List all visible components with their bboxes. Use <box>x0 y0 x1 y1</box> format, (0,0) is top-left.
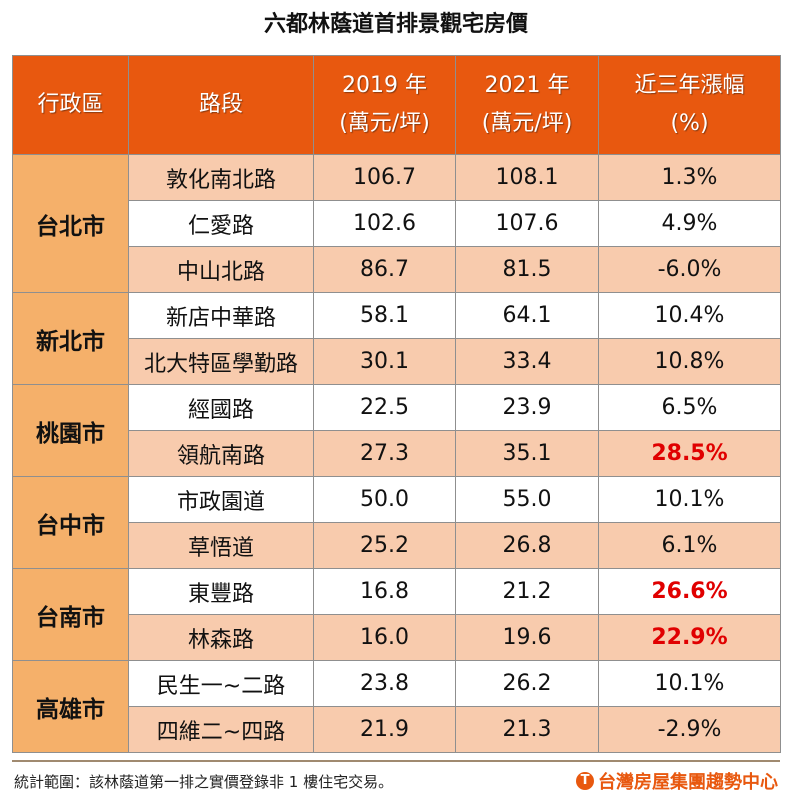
district-cell: 桃園市 <box>12 384 129 477</box>
header-2021-unit: (萬元/坪) <box>481 111 573 136</box>
price-2021-cell: 81.5 <box>455 246 599 293</box>
change-cell: -6.0% <box>598 246 781 293</box>
table-row: 新北市 新店中華路 58.1 64.1 10.4% <box>12 292 781 385</box>
road-cell: 新店中華路 <box>128 292 314 339</box>
district-cell: 台中市 <box>12 476 129 569</box>
change-cell: -2.9% <box>598 706 781 753</box>
change-cell: 6.1% <box>598 522 781 569</box>
change-cell: 1.3% <box>598 154 781 201</box>
price-2021-cell: 35.1 <box>455 430 599 477</box>
change-cell: 22.9% <box>598 614 781 661</box>
change-cell: 6.5% <box>598 384 781 431</box>
price-2019-cell: 50.0 <box>313 476 456 523</box>
footer-note: 統計範圍：該林蔭道第一排之實價登錄非 1 樓住宅交易。 <box>14 773 394 791</box>
header-row: 行政區 路段 2019 年 (萬元/坪) 2021 年 (萬元/坪) 近三年漲幅 (%… <box>12 55 781 155</box>
price-2019-cell: 25.2 <box>313 522 456 569</box>
header-district: 行政區 <box>12 55 129 155</box>
footer-divider <box>12 760 780 762</box>
road-cell: 東豐路 <box>128 568 314 615</box>
price-2021-cell: 21.3 <box>455 706 599 753</box>
price-2019-cell: 30.1 <box>313 338 456 385</box>
price-2019-cell: 22.5 <box>313 384 456 431</box>
table-row: 台北市 敦化南北路 106.7 108.1 1.3% <box>12 154 781 293</box>
price-2021-cell: 19.6 <box>455 614 599 661</box>
price-2021-cell: 26.8 <box>455 522 599 569</box>
price-2021-cell: 64.1 <box>455 292 599 339</box>
road-cell: 敦化南北路 <box>128 154 314 201</box>
price-2021-cell: 33.4 <box>455 338 599 385</box>
header-change-label: 近三年漲幅 <box>634 73 745 98</box>
road-cell: 草悟道 <box>128 522 314 569</box>
table-row: 北大特區學勤路 30.1 33.4 10.8% <box>13 338 781 385</box>
header-2021-label: 2021 年 <box>484 73 570 98</box>
district-cell: 高雄市 <box>12 660 129 753</box>
road-cell: 中山北路 <box>128 246 314 293</box>
price-2021-cell: 107.6 <box>455 200 599 247</box>
district-cell: 台南市 <box>12 568 129 661</box>
price-2019-cell: 86.7 <box>313 246 456 293</box>
table-row: 中山北路 86.7 81.5 -6.0% <box>13 246 781 293</box>
road-cell: 四維二~四路 <box>128 706 314 753</box>
page-title: 六都林蔭道首排景觀宅房價 <box>263 12 528 37</box>
road-cell: 市政園道 <box>128 476 314 523</box>
price-2021-cell: 26.2 <box>455 660 599 707</box>
logo-text: 台灣房屋集團趨勢中心 <box>598 772 778 793</box>
header-road: 路段 <box>128 55 314 155</box>
price-2019-cell: 27.3 <box>313 430 456 477</box>
table-row: 林森路 16.0 19.6 22.9% <box>13 614 781 661</box>
price-2021-cell: 23.9 <box>455 384 599 431</box>
price-2019-cell: 23.8 <box>313 660 456 707</box>
road-cell: 仁愛路 <box>128 200 314 247</box>
table-row: 仁愛路 102.6 107.6 4.9% <box>13 200 781 247</box>
table-row: 高雄市 民生一~二路 23.8 26.2 10.1% <box>12 660 781 753</box>
price-2021-cell: 55.0 <box>455 476 599 523</box>
district-cell: 新北市 <box>12 292 129 385</box>
road-cell: 林森路 <box>128 614 314 661</box>
road-cell: 經國路 <box>128 384 314 431</box>
change-cell: 26.6% <box>598 568 781 615</box>
road-cell: 民生一~二路 <box>128 660 314 707</box>
price-2019-cell: 58.1 <box>313 292 456 339</box>
header-2019: 2019 年 (萬元/坪) <box>313 55 456 155</box>
table-row: 四維二~四路 21.9 21.3 -2.9% <box>13 706 781 753</box>
price-2021-cell: 21.2 <box>455 568 599 615</box>
brand-logo: T 台灣房屋集團趨勢中心 <box>576 768 778 794</box>
table-row: 草悟道 25.2 26.8 6.1% <box>13 522 781 569</box>
table-row: 台南市 東豐路 16.8 21.2 26.6% <box>12 568 781 661</box>
change-cell: 10.4% <box>598 292 781 339</box>
header-2019-unit: (萬元/坪) <box>339 111 430 136</box>
price-2019-cell: 21.9 <box>313 706 456 753</box>
logo-t-icon: T <box>576 772 594 790</box>
change-cell: 10.1% <box>598 660 781 707</box>
price-2019-cell: 16.8 <box>313 568 456 615</box>
header-2019-label: 2019 年 <box>342 73 427 98</box>
price-2021-cell: 108.1 <box>455 154 599 201</box>
price-2019-cell: 16.0 <box>313 614 456 661</box>
table-row: 台中市 市政園道 50.0 55.0 10.1% <box>12 476 781 569</box>
road-cell: 北大特區學勤路 <box>128 338 314 385</box>
header-2021: 2021 年 (萬元/坪) <box>455 55 599 155</box>
price-table: 行政區 路段 2019 年 (萬元/坪) 2021 年 (萬元/坪) 近三年漲幅 (%… <box>12 55 781 753</box>
change-cell: 28.5% <box>598 430 781 477</box>
road-cell: 領航南路 <box>128 430 314 477</box>
change-cell: 4.9% <box>598 200 781 247</box>
price-2019-cell: 102.6 <box>313 200 456 247</box>
table-row: 桃園市 經國路 22.5 23.9 6.5% <box>12 384 781 477</box>
change-cell: 10.1% <box>598 476 781 523</box>
price-2019-cell: 106.7 <box>313 154 456 201</box>
header-change: 近三年漲幅 (%) <box>598 55 781 155</box>
change-cell: 10.8% <box>598 338 781 385</box>
district-cell: 台北市 <box>12 154 129 293</box>
header-change-unit: (%) <box>670 111 709 136</box>
table-row: 領航南路 27.3 35.1 28.5% <box>13 430 781 477</box>
